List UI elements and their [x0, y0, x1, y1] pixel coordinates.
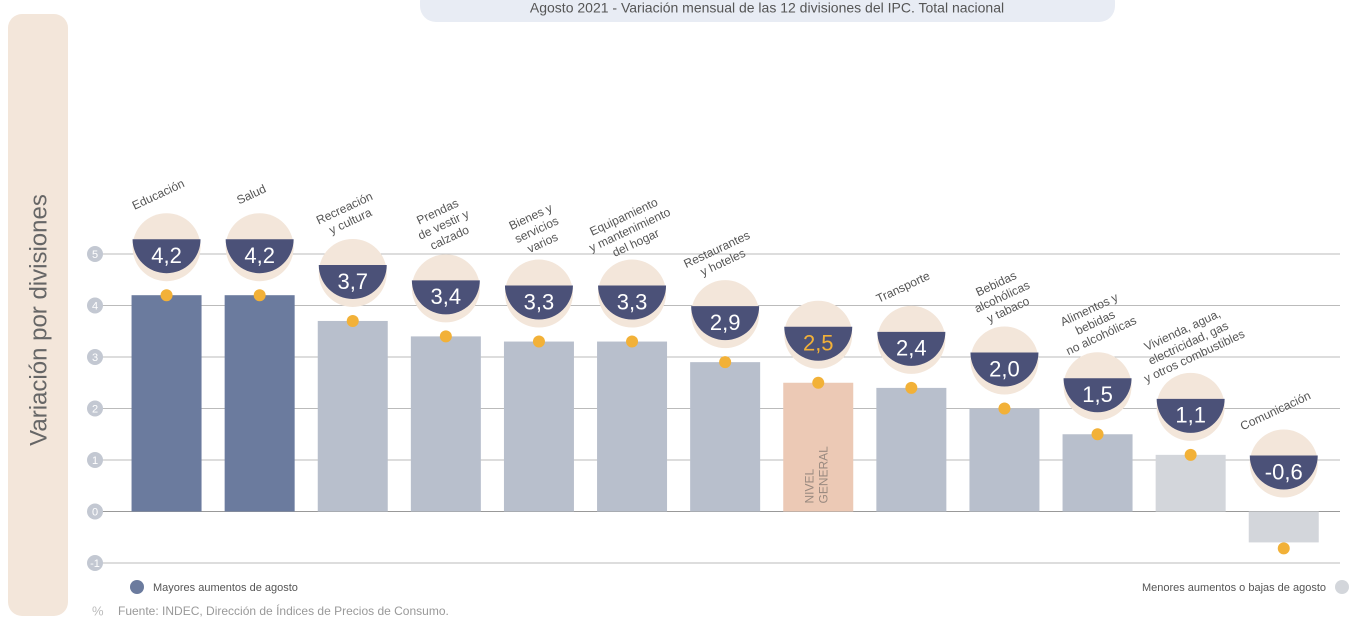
side-panel	[8, 14, 68, 616]
y-tick-label: 4	[92, 300, 98, 312]
bar	[1062, 434, 1133, 512]
y-tick-dot	[87, 349, 103, 365]
chart-title: Agosto 2021 - Variación mensual de las 1…	[530, 0, 1004, 16]
legend-label: Mayores aumentos de agosto	[153, 582, 298, 594]
bar	[131, 295, 202, 512]
badge-bottom	[318, 264, 387, 299]
y-tick-dot	[87, 503, 103, 520]
y-tick-label: 3	[92, 352, 98, 364]
value-label: 1,5	[1082, 382, 1113, 407]
value-badge: 3,3	[598, 259, 667, 328]
bar-dot	[1091, 428, 1104, 441]
badge-bottom	[1063, 378, 1132, 413]
value-badge: 1,5	[1063, 352, 1132, 421]
y-axis-label: Variación por divisiones	[25, 194, 52, 446]
y-tick-dot	[87, 400, 103, 417]
bar	[1155, 454, 1226, 512]
badge-bottom	[691, 306, 760, 341]
category-label: Salud	[234, 182, 268, 208]
category-label: NIVEL	[802, 468, 816, 503]
y-tick-label: -1	[90, 558, 100, 570]
value-label: 3,4	[431, 284, 462, 309]
bar-dot	[346, 314, 359, 327]
unit: %	[92, 603, 104, 618]
bar-dot	[439, 330, 452, 343]
value-label: 4,2	[244, 243, 275, 268]
value-label: 3,3	[524, 289, 555, 314]
badge-bottom	[877, 331, 946, 366]
value-label: 2,4	[896, 336, 927, 361]
value-badge: 2,9	[691, 280, 760, 349]
y-tick-label: 5	[92, 249, 98, 261]
y-tick-label: 2	[92, 403, 98, 415]
legend-dot	[130, 580, 144, 594]
badge-bottom	[1156, 398, 1225, 433]
badge-bottom	[784, 326, 853, 361]
category-label: Comunicación	[1238, 388, 1313, 433]
y-tick-dot	[87, 555, 103, 571]
value-badge: 4,2	[132, 213, 201, 282]
bar-dot	[253, 289, 266, 302]
bar	[317, 320, 388, 512]
badge-bottom	[411, 280, 480, 315]
bar	[410, 336, 481, 512]
value-label: 3,7	[337, 269, 368, 294]
value-label: 3,3	[617, 289, 648, 314]
value-badge: 3,3	[504, 259, 573, 328]
bar-dot	[1184, 448, 1197, 461]
y-tick-label: 0	[92, 506, 98, 518]
category-label: Educación	[130, 176, 187, 212]
value-label: -0,6	[1265, 459, 1303, 484]
badge-bottom	[132, 239, 201, 274]
y-tick-label: 1	[92, 455, 98, 467]
bar	[690, 362, 761, 512]
bar-dot	[998, 402, 1011, 415]
y-tick-dot	[87, 246, 103, 262]
badge-bottom	[504, 285, 573, 320]
y-tick-dot	[87, 297, 103, 314]
y-tick-dot	[87, 452, 103, 468]
value-label: 2,9	[710, 310, 741, 335]
category-label: Transporte	[874, 269, 932, 306]
value-badge: 3,7	[318, 238, 387, 307]
value-badge: 3,4	[411, 254, 480, 323]
bar-dot	[532, 335, 545, 348]
value-badge: -0,6	[1249, 429, 1318, 498]
bar-dot	[905, 381, 918, 394]
value-badge: 2,5	[784, 300, 853, 369]
value-label: 2,5	[803, 331, 834, 356]
source: Fuente: INDEC, Dirección de Índices de P…	[118, 603, 449, 618]
bar-dot	[160, 289, 173, 302]
legend-label: Menores aumentos o bajas de agosto	[1142, 582, 1326, 594]
badge-bottom	[1249, 455, 1318, 490]
value-badge: 2,4	[877, 305, 946, 374]
bar-dot	[626, 335, 639, 348]
bar	[224, 295, 295, 512]
bar	[597, 341, 668, 512]
value-label: 2,0	[989, 356, 1020, 381]
bar	[783, 382, 854, 512]
bar-dot	[812, 376, 825, 389]
bar-dot	[1277, 542, 1290, 555]
bar	[1248, 511, 1319, 543]
value-badge: 4,2	[225, 213, 294, 282]
value-badge: 2,0	[970, 326, 1039, 395]
bar	[876, 387, 947, 512]
category-label: GENERAL	[816, 446, 830, 504]
value-badge: 1,1	[1156, 372, 1225, 441]
badge-bottom	[225, 239, 294, 274]
bar	[969, 408, 1040, 512]
badge-bottom	[598, 285, 667, 320]
value-label: 4,2	[151, 243, 182, 268]
bar-dot	[719, 356, 732, 369]
title-pill	[420, 0, 1115, 22]
bar	[503, 341, 574, 512]
badge-bottom	[970, 352, 1039, 387]
value-label: 1,1	[1175, 403, 1206, 428]
legend-dot	[1335, 580, 1349, 594]
